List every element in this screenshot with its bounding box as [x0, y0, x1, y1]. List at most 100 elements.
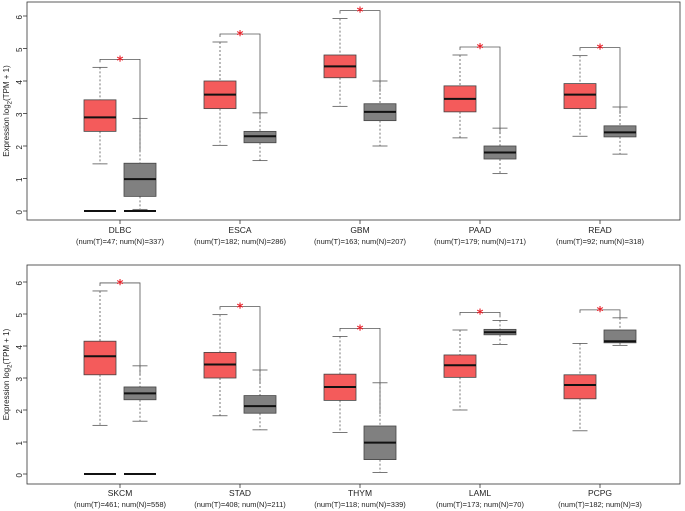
- y-tick-label: 5: [15, 312, 24, 317]
- y-axis-label-main: Expression log: [2, 368, 11, 420]
- tumor-box: [323, 18, 357, 107]
- significance-bracket: [339, 10, 381, 92]
- category-label: THYM: [348, 488, 372, 498]
- significance-bracket: [339, 328, 381, 414]
- tumor-box: [563, 343, 597, 432]
- significance-bracket: [99, 58, 141, 152]
- significance-star: *: [357, 323, 364, 338]
- plot-frame: [26, 264, 681, 485]
- category-label: STAD: [229, 488, 251, 498]
- significance-star: *: [117, 54, 124, 69]
- group-stad: STAD (num(T)=408; num(N)=211) *: [194, 302, 286, 509]
- y-tick-label: 5: [15, 47, 24, 52]
- normal-box: [363, 382, 397, 473]
- group-pcpg: PCPG (num(T)=182; num(N)=3) *: [558, 305, 642, 509]
- normal-box: [243, 112, 277, 162]
- iqr-box: [563, 374, 597, 400]
- sample-count-label: (num(T)=461; num(N)=558): [74, 500, 167, 509]
- significance-bracket: [459, 312, 501, 318]
- tumor-box: [83, 66, 117, 212]
- iqr-box: [83, 99, 117, 132]
- sample-count-label: (num(T)=118; num(N)=339): [314, 500, 406, 509]
- category-label: DLBC: [109, 225, 132, 235]
- y-tick-label: 1: [15, 177, 24, 182]
- significance-bracket: [459, 46, 501, 134]
- y-tick-label: 4: [15, 79, 24, 84]
- y-axis-label: Expression log2(TPM + 1): [2, 65, 14, 157]
- y-axis-label-tail: (TPM + 1): [2, 65, 11, 101]
- significance-star: *: [477, 42, 484, 57]
- category-label: LAML: [469, 488, 491, 498]
- y-tick-label: 1: [15, 440, 24, 445]
- sample-count-label: (num(T)=173; num(N)=70): [436, 500, 524, 509]
- y-axis-label-subscript: 2: [8, 100, 14, 104]
- tumor-box: [563, 55, 597, 137]
- category-label: SKCM: [108, 488, 133, 498]
- group-esca: ESCA (num(T)=182; num(N)=286) *: [194, 29, 287, 246]
- tumor-box: [443, 329, 477, 411]
- normal-box: [363, 80, 397, 147]
- group-laml: LAML (num(T)=173; num(N)=70) *: [436, 307, 524, 509]
- significance-star: *: [357, 6, 364, 21]
- normal-box: [123, 117, 157, 212]
- sample-count-label: (num(T)=179; num(N)=171): [434, 237, 527, 246]
- iqr-box: [243, 395, 277, 414]
- y-tick-label: 3: [15, 112, 24, 117]
- group-skcm: SKCM (num(T)=461; num(N)=558) *: [74, 278, 167, 509]
- sample-count-label: (num(T)=182; num(N)=286): [194, 237, 287, 246]
- normal-box: [483, 319, 517, 345]
- y-tick-label: 0: [15, 472, 24, 477]
- y-axis-label-main: Expression log: [2, 104, 11, 156]
- normal-box: [603, 317, 637, 346]
- tumor-box: [203, 41, 237, 146]
- significance-bracket: [99, 282, 141, 375]
- y-axis-label: Expression log2(TPM + 1): [2, 328, 14, 420]
- significance-bracket: [219, 306, 261, 384]
- significance-bracket: [579, 47, 621, 114]
- group-gbm: GBM (num(T)=163; num(N)=207) *: [314, 6, 407, 246]
- normal-box: [483, 127, 517, 175]
- iqr-box: [83, 340, 117, 376]
- sample-count-label: (num(T)=408; num(N)=211): [194, 500, 286, 509]
- significance-bracket: [579, 309, 621, 318]
- significance-bracket: [219, 33, 261, 120]
- sample-count-label: (num(T)=163; num(N)=207): [314, 237, 407, 246]
- tumor-box: [83, 290, 117, 475]
- significance-star: *: [477, 307, 484, 322]
- y-tick-label: 0: [15, 209, 24, 214]
- y-tick-label: 2: [15, 144, 24, 149]
- plot-frame: [26, 1, 681, 221]
- significance-star: *: [597, 43, 604, 58]
- significance-star: *: [237, 29, 244, 44]
- sample-count-label: (num(T)=182; num(N)=3): [558, 500, 642, 509]
- iqr-box: [563, 83, 597, 110]
- y-tick-label: 4: [15, 344, 24, 349]
- normal-box: [123, 365, 157, 475]
- significance-star: *: [237, 302, 244, 317]
- category-label: READ: [588, 225, 612, 235]
- y-tick-label: 3: [15, 376, 24, 381]
- y-axis-label-tail: (TPM + 1): [2, 328, 11, 364]
- group-paad: PAAD (num(T)=179; num(N)=171) *: [434, 42, 527, 246]
- y-axis-label-subscript: 2: [8, 364, 14, 368]
- category-label: PAAD: [469, 225, 492, 235]
- category-label: GBM: [350, 225, 369, 235]
- tumor-box: [443, 54, 477, 139]
- category-label: PCPG: [588, 488, 612, 498]
- sample-count-label: (num(T)=47; num(N)=337): [76, 237, 164, 246]
- significance-star: *: [597, 305, 604, 320]
- y-tick-label: 6: [15, 280, 24, 285]
- group-read: READ (num(T)=92; num(N)=318) *: [556, 43, 644, 246]
- tumor-box: [203, 314, 237, 417]
- y-tick-label: 6: [15, 14, 24, 19]
- iqr-box: [603, 329, 637, 344]
- group-dlbc: DLBC (num(T)=47; num(N)=337) *: [76, 54, 164, 246]
- y-tick-label: 2: [15, 408, 24, 413]
- tumor-box: [323, 335, 357, 433]
- sample-count-label: (num(T)=92; num(N)=318): [556, 237, 644, 246]
- category-label: ESCA: [228, 225, 251, 235]
- significance-star: *: [117, 278, 124, 293]
